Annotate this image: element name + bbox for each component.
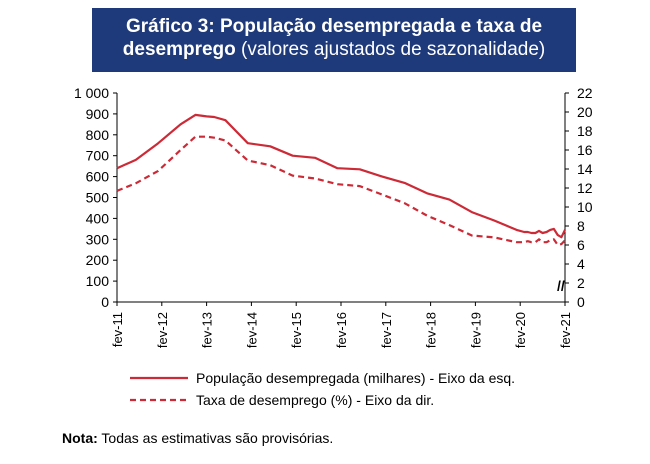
left-tick-label: 200 xyxy=(86,252,110,268)
left-tick-label: 400 xyxy=(86,210,110,226)
x-tick-label: fev-13 xyxy=(200,312,215,348)
right-tick-label: 18 xyxy=(577,123,593,139)
right-tick-label: 22 xyxy=(577,85,593,101)
left-tick-label: 700 xyxy=(86,148,110,164)
x-tick-label: fev-11 xyxy=(110,312,125,347)
right-tick-label: 12 xyxy=(577,180,593,196)
series-line-unemployment-rate xyxy=(116,135,566,247)
x-tick-label: fev-21 xyxy=(558,312,573,348)
right-tick-label: 14 xyxy=(577,161,593,177)
left-tick-label: 900 xyxy=(86,106,110,122)
right-tick-label: 6 xyxy=(577,237,585,253)
right-tick-label: 4 xyxy=(577,256,585,272)
left-tick-label: 300 xyxy=(86,231,110,247)
x-tick-label: fev-17 xyxy=(379,312,394,348)
x-tick-label: fev-18 xyxy=(424,312,439,348)
footnote-text: Todas as estimativas são provisórias. xyxy=(101,430,334,446)
x-tick-label: fev-16 xyxy=(334,312,349,348)
x-tick-label: fev-15 xyxy=(289,312,304,348)
legend-label: População desempregada (milhares) - Eixo… xyxy=(196,370,515,386)
tick-labels: 0 100 200 300 400 500 600 700 800 900 1 000 0 2 4 6 8 10… xyxy=(74,85,593,348)
chart-title-box: Gráfico 3: População desempregada e taxa… xyxy=(92,8,576,72)
series-line-unemployed-population xyxy=(116,113,566,239)
left-tick-label: 800 xyxy=(86,127,110,143)
right-tick-label: 8 xyxy=(577,218,585,234)
left-tick-label: 100 xyxy=(86,273,110,289)
x-tick-label: fev-20 xyxy=(513,312,528,348)
chart-title-line2: desemprego (valores ajustados de sazonal… xyxy=(92,38,576,62)
right-tick-label: 16 xyxy=(577,142,593,158)
footnote-label: Nota: xyxy=(62,430,98,446)
chart-title: Gráfico 3: População desempregada e taxa… xyxy=(125,16,543,37)
chart-subtitle: (valores ajustados de sazonalidade) xyxy=(241,39,546,60)
x-tick-label: fev-19 xyxy=(468,312,483,348)
series-lines xyxy=(116,113,566,247)
legend: População desempregada (milhares) - Eixo… xyxy=(130,370,515,408)
x-tick-label: fev-14 xyxy=(244,312,259,348)
chart-title-bold-part: desemprego xyxy=(122,39,236,60)
left-tick-label: 500 xyxy=(86,190,110,206)
left-tick-label: 0 xyxy=(101,294,109,310)
x-tick-label: fev-12 xyxy=(155,312,170,348)
right-tick-label: 20 xyxy=(577,104,593,120)
right-tick-label: 2 xyxy=(577,275,585,291)
axis-break-marker: // xyxy=(557,278,565,294)
right-tick-label: 0 xyxy=(577,294,585,310)
left-tick-label: 600 xyxy=(86,169,110,185)
axes xyxy=(113,92,569,306)
legend-label: Taxa de desemprego (%) - Eixo da dir. xyxy=(196,392,434,408)
footnote: Nota: Todas as estimativas são provisóri… xyxy=(62,430,333,446)
right-tick-label: 10 xyxy=(577,199,593,215)
left-tick-label: 1 000 xyxy=(74,85,109,101)
